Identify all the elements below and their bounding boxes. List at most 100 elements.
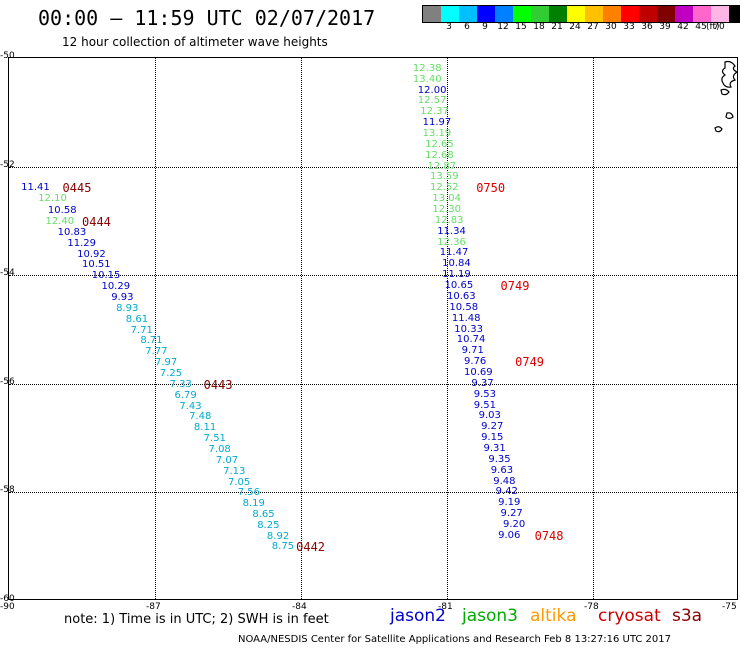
color-scale-label: 15 [515, 22, 527, 32]
wave-height-value: 7.13 [223, 465, 246, 477]
color-swatch [639, 6, 657, 22]
color-swatch [531, 6, 549, 22]
wave-height-value: 10.83 [57, 226, 87, 238]
color-scale-label: 24 [569, 22, 581, 32]
wave-height-value: 9.51 [473, 399, 497, 411]
map-panel: 11.41 12.10 10.58 12.40 10.83 11.29 10.92 10.51… [8, 57, 738, 600]
wave-height-value: 8.65 [252, 509, 275, 521]
wave-height-value: 13.40 [412, 73, 442, 85]
wave-height-value: 8.71 [140, 335, 163, 347]
color-scale-label: 42 [677, 22, 689, 32]
wave-height-value: 10.33 [454, 323, 483, 335]
wave-height-value: 12.65 [425, 138, 454, 150]
wave-height-value: 10.63 [447, 290, 476, 302]
color-scale-label: 36 [641, 22, 653, 32]
wave-height-value: 12.36 [437, 236, 466, 248]
color-swatch [585, 6, 603, 22]
color-swatch [621, 6, 639, 22]
color-swatch [459, 6, 477, 22]
color-scale-label: 18 [533, 22, 545, 32]
legend-entry-altika: altika [530, 606, 577, 626]
wave-height-value: 7.43 [179, 400, 202, 412]
pass-time-label: 0749 [500, 279, 530, 294]
wave-height-value: 7.48 [189, 411, 212, 423]
grid-line-meridian [593, 58, 594, 599]
wave-height-value: 10.92 [77, 248, 106, 260]
color-swatch [495, 6, 513, 22]
wave-height-value: 8.19 [242, 498, 265, 510]
wave-height-value: 7.08 [208, 444, 231, 456]
color-swatch [729, 6, 740, 22]
figure-title: 00:00 – 11:59 UTC 02/07/2017 [38, 6, 376, 30]
color-swatch [693, 6, 711, 22]
wave-height-value: 10.29 [101, 281, 131, 293]
wave-height-value: 12.00 [417, 84, 447, 96]
wave-height-value: 12.38 [412, 62, 442, 74]
wave-height-value: 9.53 [473, 388, 497, 400]
color-scale-bar [422, 5, 740, 23]
latitude-tick-label: -58 [0, 485, 15, 496]
wave-height-value: 7.97 [155, 357, 178, 369]
wave-height-value: 9.71 [461, 345, 484, 357]
longitude-tick-label: -78 [584, 602, 599, 612]
wave-height-value: 8.61 [125, 313, 149, 325]
color-swatch [513, 6, 531, 22]
pass-time-label: 0442 [296, 539, 326, 554]
wave-height-value: 12.30 [432, 204, 462, 216]
wave-height-value: 9.63 [490, 464, 514, 476]
grid-line-meridian [447, 58, 448, 599]
pass-time-label: 0444 [82, 214, 111, 229]
longitude-tick-label: -75 [722, 602, 737, 612]
wave-height-value: 10.15 [91, 270, 121, 282]
color-scale-label [728, 22, 740, 32]
wave-height-value: 11.41 [21, 182, 50, 194]
longitude-tick-label: -81 [438, 602, 453, 612]
wave-height-value: 10.74 [456, 334, 486, 346]
wave-height-value: 9.76 [464, 356, 487, 368]
color-scale-label: 30 [605, 22, 617, 32]
pass-time-label: 0750 [476, 181, 506, 196]
grid-line-parallel [9, 383, 737, 385]
wave-height-value: 10.51 [82, 259, 111, 271]
legend-entry-cryosat: cryosat [598, 606, 661, 626]
wave-height-value: 9.42 [495, 486, 518, 498]
grid-line-meridian [155, 58, 156, 599]
wave-height-value: 10.58 [47, 205, 77, 217]
wave-height-value: 9.35 [488, 453, 511, 465]
color-scale-labels: 3 6 9 12 15 18 21 24 27 30 33 36 39 42 45 70 [422, 22, 740, 32]
latitude-tick-label: -52 [0, 159, 15, 170]
wave-height-value: 9.27 [481, 421, 504, 433]
wave-height-value: 9.06 [498, 529, 521, 541]
wave-height-value: 11.48 [451, 312, 481, 324]
color-scale-label: 70 [713, 22, 725, 32]
wave-height-value: 12.10 [38, 193, 67, 205]
latitude-tick-label: -56 [0, 376, 15, 387]
color-scale-label: 3 [446, 22, 452, 32]
wave-height-value: 8.75 [271, 540, 295, 552]
wave-height-value: 13.19 [422, 128, 452, 140]
color-swatch [657, 6, 675, 22]
grid-line-parallel [9, 166, 737, 168]
wave-height-value: 10.58 [449, 301, 479, 313]
wave-height-value: 7.05 [228, 476, 251, 488]
wave-height-value: 13.04 [432, 193, 462, 205]
color-swatch [675, 6, 693, 22]
wave-height-value: 12.68 [425, 149, 454, 161]
wave-height-value: 10.69 [464, 366, 493, 378]
wave-height-value: 7.33 [169, 378, 192, 390]
wave-height-value: 12.40 [45, 215, 75, 227]
wave-height-value: 7.77 [145, 346, 168, 358]
wave-height-value: 7.25 [159, 368, 183, 380]
color-scale-label [422, 22, 440, 32]
color-scale-label: 27 [587, 22, 599, 32]
legend-entry-jason3: jason3 [462, 606, 518, 626]
color-scale-label: 12 [497, 22, 509, 32]
pass-time-label: 0443 [203, 377, 233, 392]
wave-height-value: 10.84 [442, 258, 471, 270]
wave-height-value: 11.34 [437, 225, 466, 237]
wave-height-value: 9.15 [481, 432, 504, 444]
wave-height-value: 10.65 [444, 280, 474, 292]
wave-height-value: 12.57 [417, 95, 447, 107]
wave-height-value: 8.25 [257, 520, 280, 532]
wave-height-value: 9.37 [471, 377, 494, 389]
